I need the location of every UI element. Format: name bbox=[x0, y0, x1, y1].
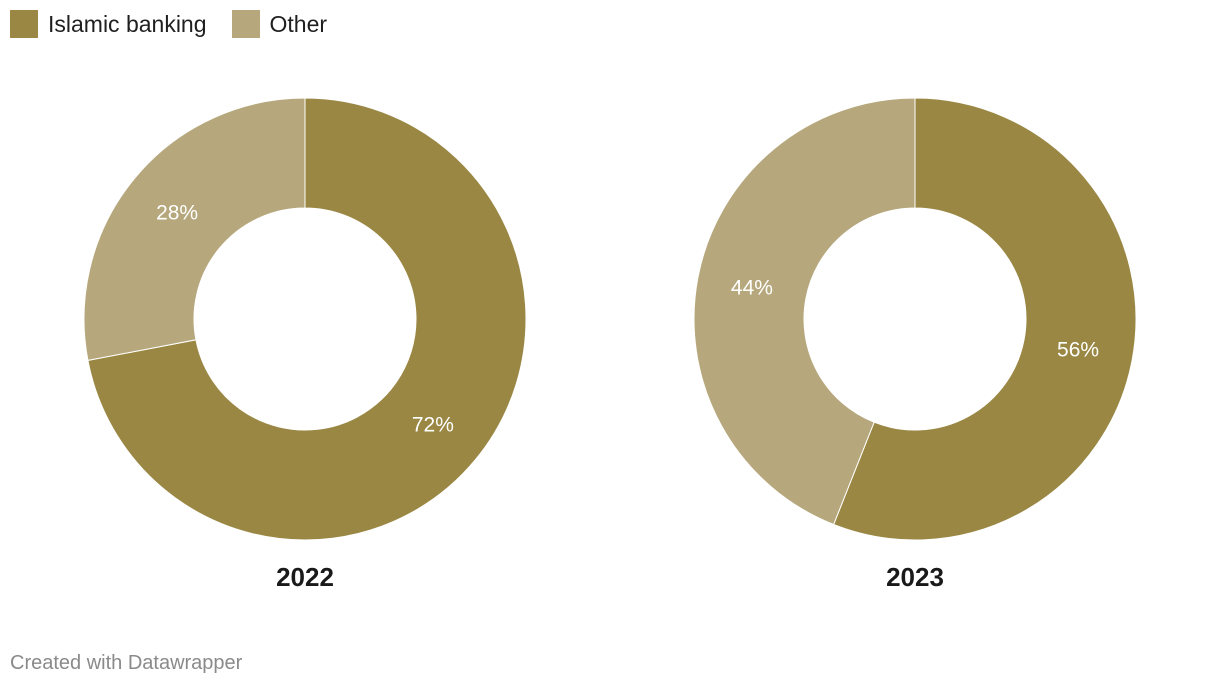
donut-slice-islamic-banking bbox=[832, 97, 1137, 541]
legend-item-islamic-banking: Islamic banking bbox=[10, 10, 207, 38]
donut-chart-2023: 56% 44% 2023 bbox=[693, 97, 1137, 592]
donut-chart-2022: 72% 28% 2022 bbox=[83, 97, 527, 592]
legend-label-islamic-banking: Islamic banking bbox=[48, 10, 207, 37]
legend-swatch-islamic-banking bbox=[10, 10, 38, 38]
slice-data-label: 56% bbox=[1057, 339, 1099, 362]
donut-slice-other bbox=[693, 97, 916, 526]
legend-label-other: Other bbox=[269, 10, 328, 37]
legend-item-other: Other bbox=[231, 10, 328, 38]
slice-data-label: 44% bbox=[731, 276, 773, 299]
donut-slice-other bbox=[83, 97, 306, 361]
donut-slice-islamic-banking bbox=[87, 97, 527, 541]
footer-credit: Created with Datawrapper bbox=[10, 652, 243, 674]
legend-swatch-other bbox=[231, 10, 260, 38]
chart-title: 2022 bbox=[276, 562, 334, 592]
chart-legend: Islamic banking Other bbox=[10, 10, 327, 38]
chart-title: 2023 bbox=[886, 562, 944, 592]
slice-data-label: 28% bbox=[156, 202, 198, 225]
slice-data-label: 72% bbox=[412, 413, 454, 436]
